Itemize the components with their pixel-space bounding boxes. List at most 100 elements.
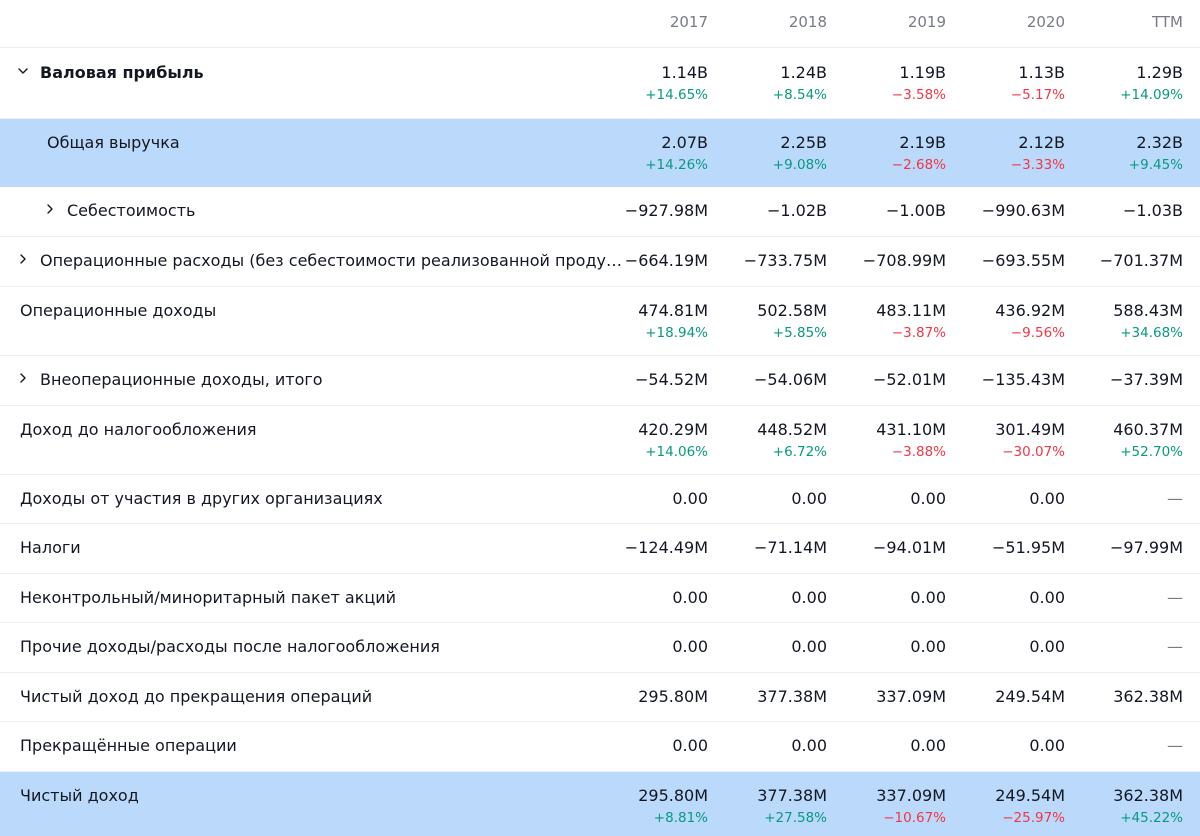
chevron-down-icon[interactable] bbox=[17, 62, 31, 77]
cell-2018: −1.02B bbox=[687, 187, 827, 221]
cell-value: 362.38M bbox=[1113, 687, 1183, 706]
chevron-right-icon[interactable] bbox=[44, 200, 58, 215]
cell-value: −701.37M bbox=[1099, 251, 1183, 270]
cell-value: 1.19B bbox=[899, 63, 946, 82]
cell-2017: −927.98M bbox=[568, 187, 708, 221]
table-row: Чистый доход до прекращения операций 295.… bbox=[0, 673, 1200, 722]
column-header-2018[interactable]: 2018 bbox=[788, 13, 827, 31]
cell-value: −54.06M bbox=[753, 370, 827, 389]
row-label: Прочие доходы/расходы после налогообложе… bbox=[20, 637, 440, 656]
cell-2020: 436.92M −9.56% bbox=[925, 287, 1065, 342]
cell-2019: 0.00 bbox=[806, 722, 946, 756]
cell-2020: 1.13B −5.17% bbox=[925, 49, 1065, 104]
cell-value: 0.00 bbox=[672, 637, 708, 656]
cell-2020: −135.43M bbox=[925, 356, 1065, 390]
row-label: Доходы от участия в других организациях bbox=[20, 489, 383, 508]
chevron-right-icon[interactable] bbox=[17, 369, 31, 384]
table-row[interactable]: Себестоимость −927.98M −1.02B −1.00B −990.63… bbox=[0, 187, 1200, 237]
cell-value: 1.13B bbox=[1018, 63, 1065, 82]
cell-2020: −51.95M bbox=[925, 524, 1065, 558]
table-row: Прекращённые операции 0.00 0.00 0.00 0.00 — bbox=[0, 722, 1200, 772]
row-label: Валовая прибыль bbox=[40, 63, 204, 82]
cell-2018: 0.00 bbox=[687, 574, 827, 608]
cell-change: −2.68% bbox=[891, 157, 946, 173]
cell-ttm: −37.39M bbox=[1043, 356, 1183, 390]
cell-value: 420.29M bbox=[638, 420, 708, 439]
cell-2017: 474.81M +18.94% bbox=[568, 287, 708, 342]
cell-2020: −693.55M bbox=[925, 237, 1065, 271]
cell-ttm: — bbox=[1043, 623, 1183, 657]
cell-2020: 0.00 bbox=[925, 574, 1065, 608]
cell-2019: 0.00 bbox=[806, 475, 946, 509]
cell-value: 483.11M bbox=[876, 301, 946, 320]
cell-ttm: −97.99M bbox=[1043, 524, 1183, 558]
table-row[interactable]: Операционные расходы (без себестоимости … bbox=[0, 237, 1200, 287]
cell-change: −30.07% bbox=[1002, 444, 1065, 460]
cell-value: 0.00 bbox=[672, 588, 708, 607]
cell-2020: 301.49M −30.07% bbox=[925, 406, 1065, 461]
table-row: Налоги −124.49M −71.14M −94.01M −51.95M −97.9… bbox=[0, 524, 1200, 574]
cell-2019: 431.10M −3.88% bbox=[806, 406, 946, 461]
cell-value: −124.49M bbox=[624, 538, 708, 557]
cell-value: 2.12B bbox=[1018, 133, 1065, 152]
cell-value: 0.00 bbox=[910, 736, 946, 755]
cell-2017: 0.00 bbox=[568, 475, 708, 509]
row-label: Себестоимость bbox=[67, 201, 196, 220]
cell-value: 502.58M bbox=[757, 301, 827, 320]
cell-value: −52.01M bbox=[872, 370, 946, 389]
cell-ttm: 460.37M +52.70% bbox=[1043, 406, 1183, 461]
cell-2018: 377.38M +27.58% bbox=[687, 772, 827, 827]
row-label: Доход до налогообложения bbox=[20, 420, 257, 439]
table-row[interactable]: Внеоперационные доходы, итого −54.52M −54.… bbox=[0, 356, 1200, 406]
cell-2017: −54.52M bbox=[568, 356, 708, 390]
cell-value: 2.32B bbox=[1136, 133, 1183, 152]
cell-ttm: −701.37M bbox=[1043, 237, 1183, 271]
row-label: Чистый доход до прекращения операций bbox=[20, 687, 373, 706]
cell-change: −25.97% bbox=[1002, 810, 1065, 826]
cell-ttm: 362.38M bbox=[1043, 673, 1183, 707]
cell-2018: 1.24B +8.54% bbox=[687, 49, 827, 104]
cell-value: 460.37M bbox=[1113, 420, 1183, 439]
chevron-right-icon[interactable] bbox=[17, 250, 31, 265]
cell-change: +27.58% bbox=[764, 810, 827, 826]
cell-value: 2.25B bbox=[780, 133, 827, 152]
cell-ttm: 362.38M +45.22% bbox=[1043, 772, 1183, 827]
cell-change: −3.33% bbox=[1010, 157, 1065, 173]
cell-change: +18.94% bbox=[645, 325, 708, 341]
cell-2019: 2.19B −2.68% bbox=[806, 119, 946, 174]
cell-2017: 2.07B +14.26% bbox=[568, 119, 708, 174]
cell-value: 474.81M bbox=[638, 301, 708, 320]
cell-2017: 295.80M +8.81% bbox=[568, 772, 708, 827]
cell-2017: 0.00 bbox=[568, 574, 708, 608]
cell-ttm: 1.29B +14.09% bbox=[1043, 49, 1183, 104]
cell-2020: 0.00 bbox=[925, 475, 1065, 509]
cell-value: 377.38M bbox=[757, 786, 827, 805]
cell-value: 0.00 bbox=[791, 489, 827, 508]
row-label: Операционные расходы (без себестоимости … bbox=[40, 251, 622, 270]
cell-value: −990.63M bbox=[981, 201, 1065, 220]
table-row[interactable]: Валовая прибыль 1.14B +14.65% 1.24B +8.54% 1.… bbox=[0, 49, 1200, 119]
cell-value: 301.49M bbox=[995, 420, 1065, 439]
cell-value: −664.19M bbox=[624, 251, 708, 270]
cell-value: 362.38M bbox=[1113, 786, 1183, 805]
table-row: Прочие доходы/расходы после налогообложе… bbox=[0, 623, 1200, 673]
table-row: Общая выручка 2.07B +14.26% 2.25B +9.08% 2.19… bbox=[0, 119, 1200, 187]
column-header-2019[interactable]: 2019 bbox=[907, 13, 946, 31]
column-header-2017[interactable]: 2017 bbox=[669, 13, 708, 31]
cell-value: 0.00 bbox=[910, 489, 946, 508]
cell-2018: −71.14M bbox=[687, 524, 827, 558]
cell-value: −693.55M bbox=[981, 251, 1065, 270]
cell-2017: 420.29M +14.06% bbox=[568, 406, 708, 461]
cell-2019: −52.01M bbox=[806, 356, 946, 390]
cell-value: 377.38M bbox=[757, 687, 827, 706]
cell-ttm: — bbox=[1043, 722, 1183, 756]
cell-value: 249.54M bbox=[995, 786, 1065, 805]
cell-value: 431.10M bbox=[876, 420, 946, 439]
cell-2017: −664.19M bbox=[568, 237, 708, 271]
column-header-ttm[interactable]: TTM bbox=[1151, 13, 1183, 31]
row-label: Прекращённые операции bbox=[20, 736, 237, 755]
cell-change: −9.56% bbox=[1010, 325, 1065, 341]
column-header-2020[interactable]: 2020 bbox=[1026, 13, 1065, 31]
cell-value: −71.14M bbox=[753, 538, 827, 557]
row-label: Чистый доход bbox=[20, 786, 139, 805]
